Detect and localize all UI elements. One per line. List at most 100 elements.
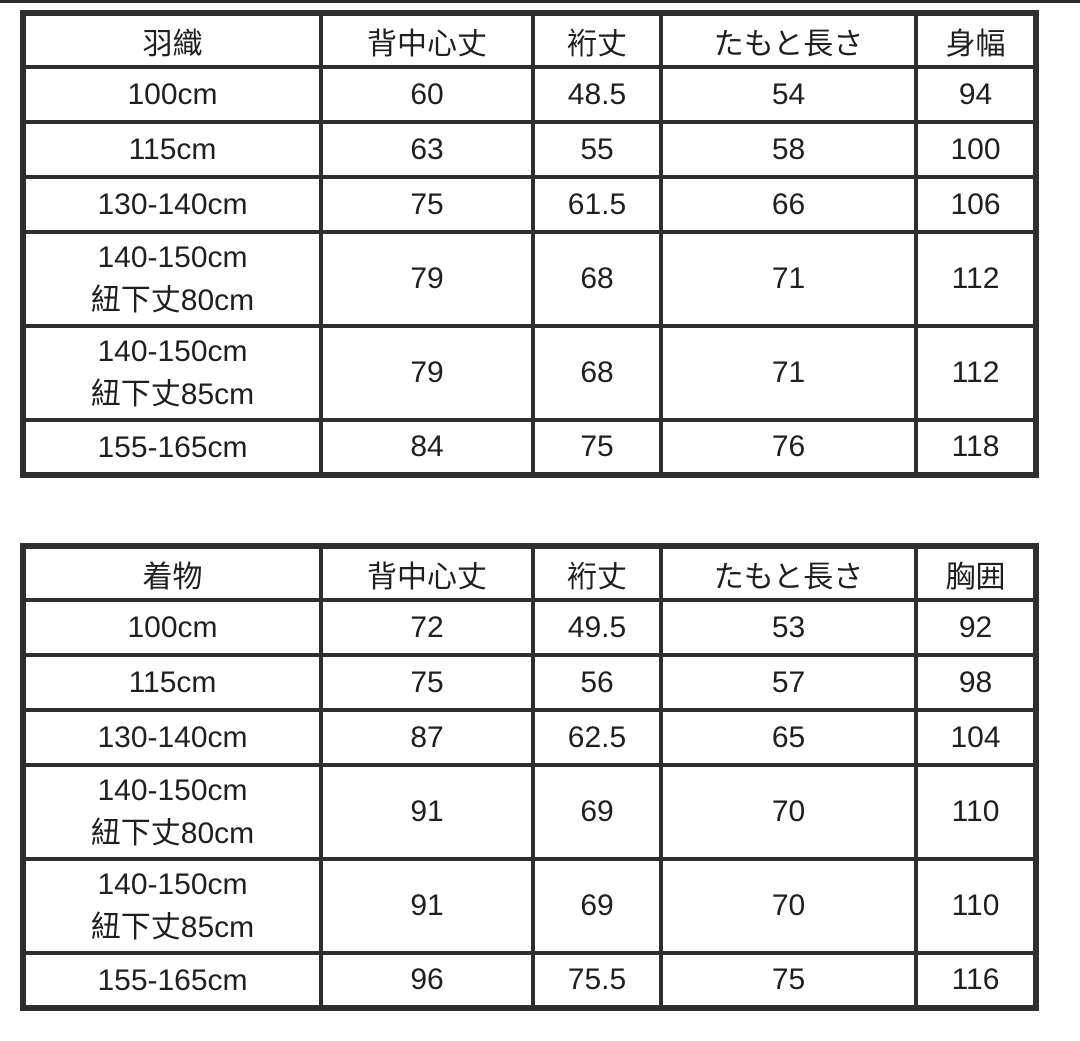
value-cell: 112 (914, 230, 1038, 328)
size-line: 155-165cm (97, 430, 248, 464)
top-edge-line (0, 0, 1080, 3)
haori-size-table: 羽織 背中心丈 裄丈 たもと長さ 身幅 100cm 60 48.5 54 94 115cm 63 55… (20, 10, 1039, 478)
header-cell: 裄丈 (531, 544, 663, 602)
size-line: 100cm (127, 611, 218, 644)
table-row: 140-150cm 紐下丈85cm 91 69 70 110 (21, 857, 1038, 955)
size-line: 115cm (128, 666, 217, 699)
size-line: 紐下丈85cm (90, 911, 255, 944)
size-cell: 155-165cm (21, 418, 323, 477)
table-row: 155-165cm 84 75 76 118 (21, 418, 1038, 477)
header-row: 羽織 背中心丈 裄丈 たもと長さ 身幅 (21, 11, 1038, 69)
header-cell: 身幅 (914, 11, 1038, 69)
value-cell: 92 (914, 598, 1038, 657)
table-row: 100cm 72 49.5 53 92 (21, 598, 1038, 657)
value-cell: 68 (531, 230, 663, 328)
header-cell: 羽織 (21, 11, 323, 69)
value-cell: 79 (319, 324, 535, 422)
value-cell: 56 (531, 653, 663, 712)
value-cell: 49.5 (531, 598, 663, 657)
table-row: 140-150cm 紐下丈80cm 79 68 71 112 (21, 230, 1038, 328)
value-cell: 118 (914, 418, 1038, 477)
size-cell: 100cm (21, 598, 323, 657)
size-line: 115cm (128, 133, 217, 166)
value-cell: 48.5 (531, 65, 663, 124)
size-cell: 140-150cm 紐下丈85cm (21, 857, 323, 955)
value-cell: 57 (659, 653, 918, 712)
value-cell: 87 (319, 708, 535, 767)
value-cell: 112 (914, 324, 1038, 422)
size-cell: 140-150cm 紐下丈85cm (21, 324, 323, 422)
size-line: 140-150cm (97, 241, 248, 274)
header-cell: 着物 (21, 544, 323, 602)
value-cell: 71 (659, 230, 918, 328)
value-cell: 84 (319, 418, 535, 477)
value-cell: 58 (659, 120, 918, 179)
header-cell: 背中心丈 (319, 544, 535, 602)
size-line: 100cm (127, 78, 218, 111)
value-cell: 69 (531, 857, 663, 955)
header-row: 着物 背中心丈 裄丈 たもと長さ 胸囲 (21, 544, 1038, 602)
value-cell: 63 (319, 120, 535, 179)
size-line: 130-140cm (97, 721, 248, 754)
value-cell: 53 (659, 598, 918, 657)
size-line: 140-150cm (97, 335, 248, 368)
header-cell: たもと長さ (659, 544, 918, 602)
size-cell: 155-165cm (21, 951, 323, 1010)
size-cell: 100cm (21, 65, 323, 124)
value-cell: 55 (531, 120, 663, 179)
value-cell: 98 (914, 653, 1038, 712)
haori-table-header: 羽織 背中心丈 裄丈 たもと長さ 身幅 (21, 11, 1038, 69)
value-cell: 100 (914, 120, 1038, 179)
table-row: 140-150cm 紐下丈80cm 91 69 70 110 (21, 763, 1038, 861)
value-cell: 70 (659, 857, 918, 955)
value-cell: 70 (659, 763, 918, 861)
table-row: 130-140cm 87 62.5 65 104 (21, 708, 1038, 767)
size-cell: 115cm (21, 120, 323, 179)
kimono-size-table: 着物 背中心丈 裄丈 たもと長さ 胸囲 100cm 72 49.5 53 92 115cm 75 56… (20, 543, 1039, 1011)
value-cell: 106 (914, 175, 1038, 234)
table-row: 115cm 63 55 58 100 (21, 120, 1038, 179)
size-cell: 140-150cm 紐下丈80cm (21, 763, 323, 861)
value-cell: 61.5 (531, 175, 663, 234)
value-cell: 69 (531, 763, 663, 861)
header-cell: たもと長さ (659, 11, 918, 69)
size-line: 紐下丈80cm (90, 284, 255, 317)
value-cell: 79 (319, 230, 535, 328)
size-line: 140-150cm (97, 868, 248, 901)
value-cell: 110 (914, 763, 1038, 861)
table-row: 140-150cm 紐下丈85cm 79 68 71 112 (21, 324, 1038, 422)
value-cell: 91 (319, 857, 535, 955)
table-row: 115cm 75 56 57 98 (21, 653, 1038, 712)
value-cell: 75 (531, 418, 663, 477)
table-row: 155-165cm 96 75.5 75 116 (21, 951, 1038, 1010)
kimono-table-body: 100cm 72 49.5 53 92 115cm 75 56 57 98 130-140cm 87 6… (21, 598, 1038, 1010)
value-cell: 71 (659, 324, 918, 422)
value-cell: 110 (914, 857, 1038, 955)
value-cell: 68 (531, 324, 663, 422)
value-cell: 75 (659, 951, 918, 1010)
size-line: 140-150cm (97, 774, 248, 807)
value-cell: 96 (319, 951, 535, 1010)
size-line: 130-140cm (97, 188, 248, 221)
value-cell: 65 (659, 708, 918, 767)
size-cell: 115cm (21, 653, 323, 712)
table-row: 100cm 60 48.5 54 94 (21, 65, 1038, 124)
value-cell: 66 (659, 175, 918, 234)
header-cell: 裄丈 (531, 11, 663, 69)
value-cell: 60 (319, 65, 535, 124)
value-cell: 75 (319, 653, 535, 712)
value-cell: 94 (914, 65, 1038, 124)
size-line: 紐下丈85cm (90, 378, 255, 411)
value-cell: 91 (319, 763, 535, 861)
header-cell: 胸囲 (914, 544, 1038, 602)
value-cell: 54 (659, 65, 918, 124)
kimono-table-header: 着物 背中心丈 裄丈 たもと長さ 胸囲 (21, 544, 1038, 602)
haori-table-body: 100cm 60 48.5 54 94 115cm 63 55 58 100 130-140cm 75… (21, 65, 1038, 477)
header-cell: 背中心丈 (319, 11, 535, 69)
size-cell: 140-150cm 紐下丈80cm (21, 230, 323, 328)
value-cell: 104 (914, 708, 1038, 767)
value-cell: 76 (659, 418, 918, 477)
size-line: 155-165cm (97, 963, 248, 997)
value-cell: 62.5 (531, 708, 663, 767)
